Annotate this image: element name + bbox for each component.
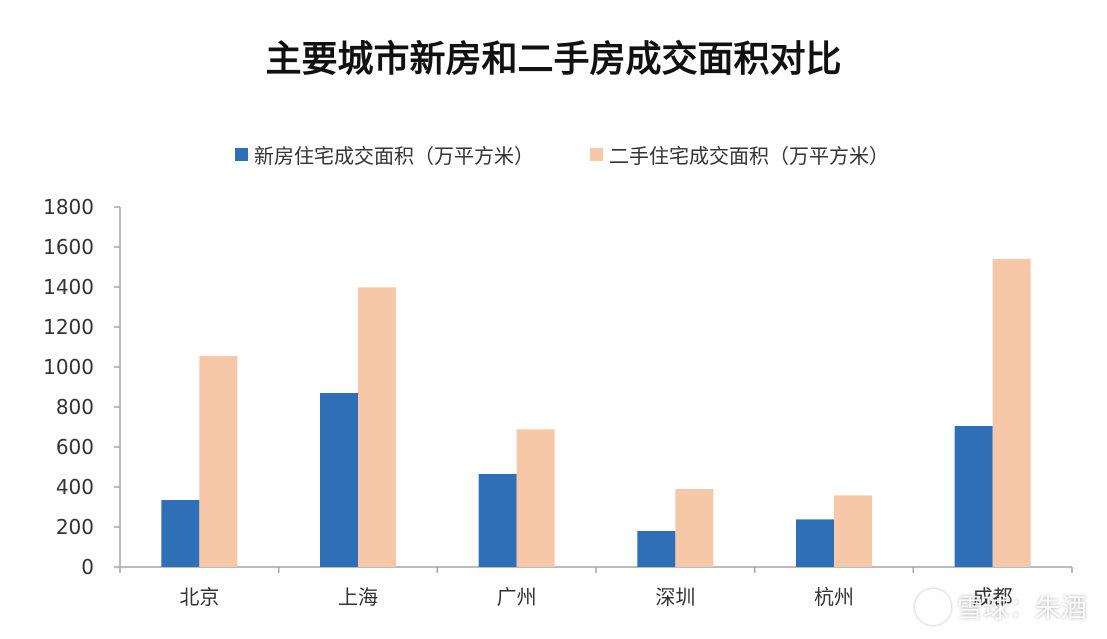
y-tick-label: 0 <box>81 555 94 579</box>
chart-legend: 新房住宅成交面积（万平方米） 二手住宅成交面积（万平方米） <box>0 140 1107 170</box>
bar-secondhand <box>358 287 396 567</box>
y-tick-label: 600 <box>56 435 94 459</box>
x-tick-label: 成都 <box>973 585 1013 609</box>
y-tick-label: 800 <box>56 395 94 419</box>
x-tick-label: 上海 <box>338 585 378 609</box>
x-tick-label: 北京 <box>179 585 219 609</box>
y-tick-label: 200 <box>56 515 94 539</box>
bar-new <box>320 393 358 567</box>
bar-secondhand <box>675 489 714 567</box>
y-tick-label: 400 <box>56 475 94 499</box>
snowball-logo-icon <box>914 588 951 625</box>
watermark-text: 雪球：朱酒 <box>956 594 1087 624</box>
x-tick-label: 杭州 <box>814 585 854 609</box>
y-tick-label: 1200 <box>43 315 94 339</box>
y-tick-label: 1600 <box>43 235 94 259</box>
legend-label-secondhand: 二手住宅成交面积（万平方米） <box>609 144 889 168</box>
bar-secondhand <box>992 259 1031 567</box>
bar-secondhand <box>834 495 872 567</box>
bar-new <box>161 500 200 567</box>
bar-new <box>637 531 676 567</box>
bar-new <box>954 426 993 567</box>
legend-label-new: 新房住宅成交面积（万平方米） <box>254 144 534 168</box>
watermark: 雪球：朱酒 <box>914 588 1087 625</box>
legend-item-new: 新房住宅成交面积（万平方米） <box>235 140 534 169</box>
legend-item-secondhand: 二手住宅成交面积（万平方米） <box>590 140 889 169</box>
legend-swatch-secondhand <box>590 148 603 161</box>
x-tick-label: 广州 <box>497 585 537 609</box>
chart-title: 主要城市新房和二手房成交面积对比 <box>265 39 842 80</box>
bar-new <box>478 474 517 567</box>
y-tick-label: 1400 <box>43 275 94 299</box>
y-tick-label: 1000 <box>43 355 94 379</box>
legend-swatch-new <box>235 148 248 161</box>
x-tick-label: 深圳 <box>655 585 695 609</box>
bar-secondhand <box>516 429 555 567</box>
bar-secondhand <box>199 356 238 567</box>
y-tick-label: 1800 <box>43 195 94 219</box>
bar-new <box>796 519 834 567</box>
